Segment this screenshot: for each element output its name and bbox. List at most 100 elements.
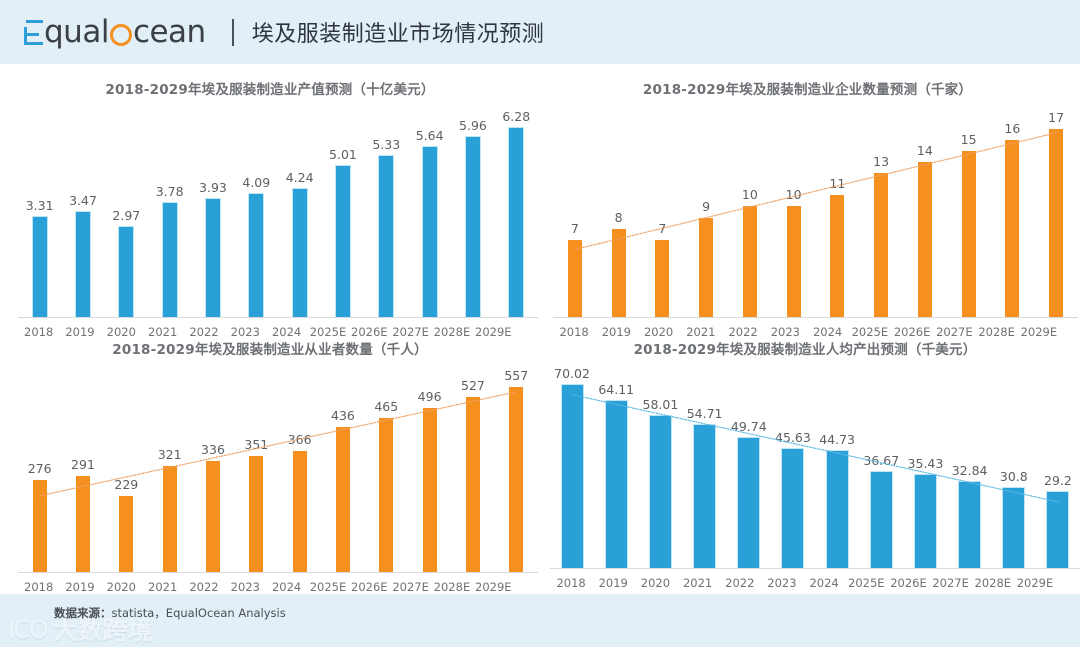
watermark-text: 大数跨境 (52, 616, 153, 645)
bar-cell: 49.74 (727, 376, 771, 568)
x-axis-tick-label: 2018 (24, 580, 54, 594)
bar: 64.11 (598, 382, 634, 568)
bar-cell: 5.64 (408, 118, 451, 317)
bar-cell: 8 (597, 118, 641, 317)
bar-value-label: 436 (331, 408, 355, 424)
bar-value-label: 10 (741, 187, 758, 203)
bar-cell: 4.09 (235, 118, 278, 317)
bar-value-label: 8 (614, 209, 623, 225)
bar-value-label: 3.31 (25, 198, 54, 214)
chart-panel-company-count: 2018-2029年埃及服装制造业企业数量预测（千家） 7 8 7 9 10 10 11 13… (545, 78, 1078, 339)
bar-cell: 276 (18, 378, 61, 572)
bar-value-label: 7 (658, 220, 667, 236)
x-axis-tick-label: 2028E (433, 580, 471, 594)
x-axis-tick-label: 2019 (598, 576, 628, 590)
x-axis-tick-label: 2023 (770, 325, 801, 339)
bar-value-label: 5.01 (329, 146, 357, 162)
bar-cell: 36.67 (859, 376, 903, 568)
x-axis-tick-label: 2022 (189, 325, 219, 339)
bar-value-label: 44.73 (819, 432, 856, 448)
page-footer: 数据来源：statista，EqualOcean Analysis ICO 大数… (0, 594, 1080, 647)
bar-value-label: 36.67 (863, 453, 900, 469)
bar: 3.93 (199, 180, 227, 317)
bar-cell: 35.43 (903, 376, 947, 568)
bar: 496 (418, 389, 442, 572)
x-axis-tick-label: 2018 (24, 325, 54, 339)
bar: 36.67 (863, 453, 899, 568)
bar: 70.02 (554, 366, 590, 568)
x-axis-tick-label: 2023 (230, 580, 260, 594)
bar-cell: 45.63 (771, 376, 815, 568)
bar-value-label: 7 (570, 220, 579, 236)
x-axis-labels-company-count: 2018 2019 2020 2021 2022 2023 2024 2025E 2026E 20… (553, 325, 1060, 339)
bar-cell: 32.84 (948, 376, 992, 568)
bar: 49.74 (731, 419, 767, 568)
bar: 3.47 (69, 193, 97, 317)
bar-cell: 58.01 (638, 376, 682, 568)
bar: 45.63 (775, 430, 811, 568)
bar: 11 (829, 176, 845, 317)
bar-cell: 3.78 (148, 118, 191, 317)
bar-cell: 5.01 (321, 118, 364, 317)
chart-plot-output-value: 3.31 3.47 2.97 3.78 3.93 4.09 4.24 5.01 5.33 5.64… (18, 109, 538, 318)
x-axis-tick-label: 2025E (309, 325, 347, 339)
x-axis-tick-label: 2029E (475, 580, 512, 594)
x-axis-tick-label: 2025E (848, 576, 885, 590)
bar-value-label: 3.78 (155, 184, 184, 200)
bar: 7 (655, 221, 670, 317)
bar-cell: 15 (947, 118, 991, 317)
x-axis-tick-label: 2026E (351, 325, 388, 339)
bar-value-label: 496 (417, 388, 442, 404)
bar-value-label: 336 (201, 441, 225, 457)
bar-cell: 527 (451, 378, 494, 572)
x-axis-line (18, 572, 538, 573)
bar-cell: 70.02 (550, 366, 594, 568)
source-note: 数据来源：statista，EqualOcean Analysis (54, 605, 286, 621)
chart-title-output-value: 2018-2029年埃及服装制造业产值预测（十亿美元） (105, 82, 435, 98)
x-axis-tick-label: 2029E (1016, 576, 1054, 590)
bar: 366 (288, 432, 312, 572)
bar: 8 (611, 210, 626, 317)
bar-cell: 496 (408, 378, 451, 572)
bar-cell: 64.11 (594, 376, 638, 568)
x-axis-tick-label: 2021 (148, 580, 178, 594)
x-axis-tick-label: 2024 (271, 580, 302, 594)
bar-value-label: 4.09 (242, 174, 271, 190)
bar: 54.71 (687, 406, 722, 568)
x-axis-tick-label: 2020 (106, 325, 136, 339)
bar-group-company-count: 7 8 7 9 10 10 11 13 14 15 16 17 (553, 110, 1078, 317)
bar-value-label: 9 (702, 198, 711, 214)
x-axis-tick-label: 2027E (392, 580, 429, 594)
bar-cell: 321 (148, 378, 191, 572)
page-header: qual cean 埃及服装制造业市场情况预测 (0, 0, 1080, 64)
logo-part2: cean (132, 13, 206, 50)
bar-value-label: 35.43 (907, 456, 944, 472)
bar-value-label: 3.93 (199, 179, 227, 195)
bar: 465 (374, 399, 398, 572)
bar: 291 (71, 457, 95, 572)
logo-e-icon (24, 19, 43, 45)
bar-cell: 16 (991, 118, 1035, 317)
x-axis-tick-label: 2025E (851, 325, 889, 339)
x-axis-tick-label: 2027E (932, 576, 969, 590)
bar-cell: 5.96 (451, 118, 494, 317)
x-axis-tick-label: 2023 (230, 325, 260, 339)
bar-cell: 366 (278, 378, 321, 572)
bar-cell: 4.24 (278, 118, 321, 317)
bar-value-label: 32.84 (951, 463, 988, 479)
bar-value-label: 366 (287, 431, 312, 447)
bar-value-label: 291 (71, 456, 95, 472)
x-axis-tick-label: 2022 (189, 580, 219, 594)
x-axis-tick-label: 2026E (890, 576, 927, 590)
bar-value-label: 70.02 (554, 366, 590, 382)
bar: 10 (742, 187, 758, 317)
bar: 5.96 (459, 118, 487, 317)
bar: 7 (567, 221, 582, 317)
x-axis-line (18, 317, 538, 318)
bar: 4.24 (286, 170, 314, 317)
bar: 17 (1048, 110, 1064, 317)
bar: 10 (786, 187, 802, 317)
bar: 58.01 (643, 397, 678, 568)
bar-value-label: 229 (114, 477, 139, 493)
bar-cell: 10 (728, 118, 772, 317)
